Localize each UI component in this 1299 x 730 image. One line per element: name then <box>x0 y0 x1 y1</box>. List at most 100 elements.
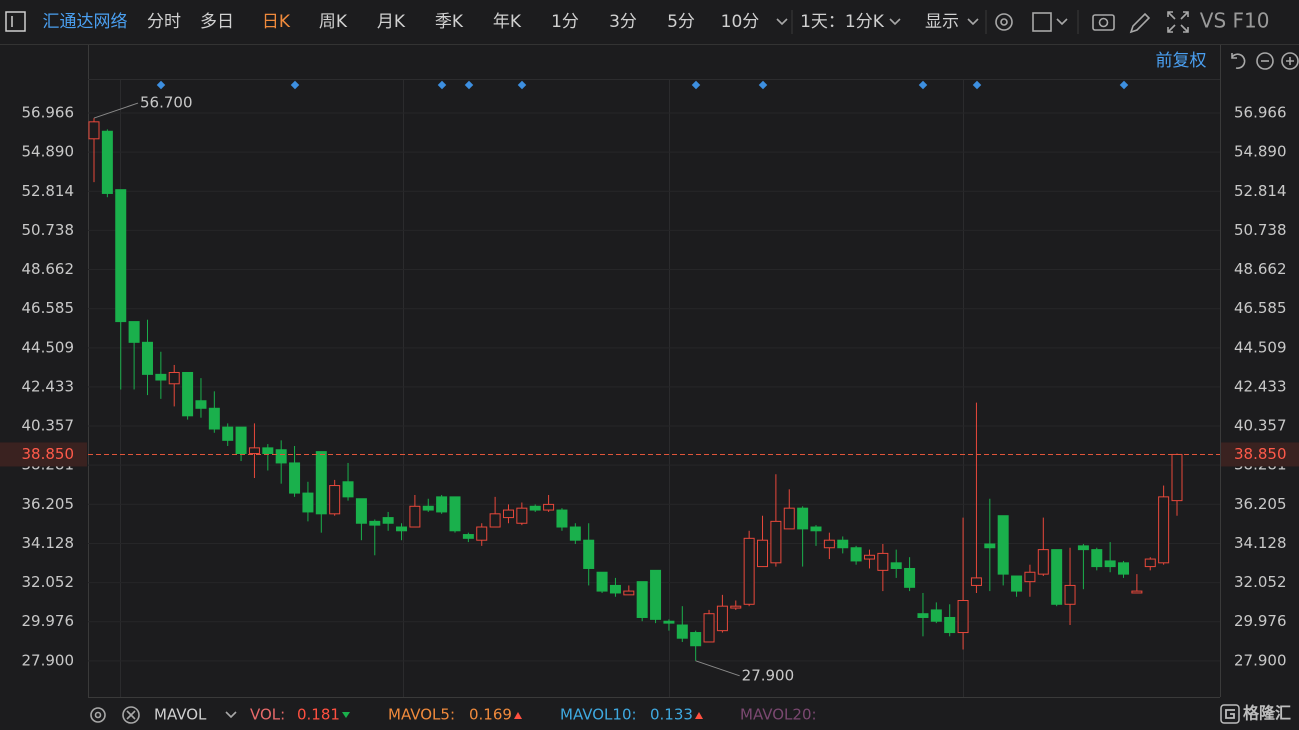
candle-body <box>141 341 153 375</box>
tab-active[interactable]: 日K <box>262 12 291 32</box>
zoom-in-icon[interactable] <box>1281 52 1299 70</box>
y-tick-label: 36.205 <box>22 495 75 513</box>
indicator-close-x <box>126 710 136 720</box>
candle-body <box>770 520 782 564</box>
y-tick-label-right: 40.357 <box>1234 417 1287 435</box>
candle-body <box>609 584 621 594</box>
candle-body <box>182 371 194 417</box>
event-marker[interactable] <box>437 80 447 90</box>
tab[interactable]: 5分 <box>667 12 695 32</box>
y-tick-label: 48.662 <box>22 260 75 278</box>
y-tick-label-right: 29.976 <box>1234 612 1287 630</box>
display-menu[interactable]: 显示 <box>925 12 959 32</box>
candle-body <box>422 505 434 511</box>
tabs-more-chevron[interactable] <box>776 18 788 26</box>
candle-body <box>743 537 755 605</box>
candle-body <box>248 447 260 455</box>
tab[interactable]: 10分 <box>721 12 760 32</box>
y-tick-label: 50.738 <box>22 221 75 239</box>
candle-body <box>583 539 595 569</box>
tab[interactable]: 3分 <box>609 12 637 32</box>
sidebar-toggle[interactable] <box>5 11 26 32</box>
candle-body <box>529 505 541 511</box>
indicator-settings-icon[interactable] <box>90 707 106 723</box>
candle-body <box>1118 562 1130 575</box>
candle-body <box>1091 549 1103 568</box>
event-marker[interactable] <box>290 80 300 90</box>
tab[interactable]: 1分 <box>551 12 579 32</box>
stock-name[interactable]: 汇通达网络 <box>43 12 128 32</box>
period-select[interactable]: 1天：1分K <box>800 12 885 32</box>
f10-button[interactable]: F10 <box>1233 9 1270 33</box>
adjust-select[interactable]: 前复权 <box>1156 51 1207 71</box>
candle-body <box>877 552 889 571</box>
annotation-leader <box>93 102 139 119</box>
fullscreen-icon[interactable] <box>1167 11 1189 33</box>
candle-body <box>1171 453 1183 502</box>
tab[interactable]: 季K <box>435 12 464 32</box>
candle-body <box>904 567 916 588</box>
event-marker[interactable] <box>464 80 474 90</box>
tab[interactable]: 周K <box>319 12 348 32</box>
candle-body <box>275 449 287 464</box>
candle-body <box>315 451 327 515</box>
candle-body <box>863 554 875 560</box>
plot: 56.966 56.966 54.890 54.890 52.814 52.814 50.7… <box>0 94 1299 684</box>
y-tick-label-right: 46.585 <box>1234 299 1287 317</box>
layout-icon[interactable] <box>1032 12 1052 32</box>
vs-button[interactable]: VS <box>1200 9 1226 33</box>
indicator-settings-core <box>94 711 102 719</box>
candle-body <box>409 505 421 528</box>
candle-body <box>396 526 408 532</box>
candle-body <box>757 539 769 568</box>
candle-body <box>462 534 474 539</box>
y-tick-label: 27.900 <box>22 651 75 669</box>
annotation-leader <box>695 660 740 677</box>
candle-body <box>289 462 301 494</box>
candle-body <box>1158 496 1170 564</box>
candle-body <box>997 515 1009 575</box>
logo-icon <box>1220 704 1240 724</box>
indicator-name[interactable]: MAVOL <box>154 706 207 724</box>
candle-body <box>302 492 314 513</box>
candle-body <box>810 526 822 532</box>
indicator-label: VOL: <box>250 706 285 724</box>
candle-body <box>128 321 140 343</box>
tab[interactable]: 月K <box>377 12 406 32</box>
candle-body <box>329 485 341 515</box>
tab[interactable]: 年K <box>493 12 522 32</box>
candle-body <box>155 373 167 381</box>
settings-icon[interactable] <box>995 13 1013 31</box>
tab[interactable]: 分时 <box>147 12 181 32</box>
indicator-value: 0.133 <box>650 706 693 724</box>
zoom-out-icon[interactable] <box>1256 52 1274 70</box>
draw-icon[interactable] <box>1129 12 1151 34</box>
y-tick-label: 46.585 <box>22 299 75 317</box>
candle-body <box>101 130 113 194</box>
display-chevron <box>967 18 979 26</box>
y-tick-label-right: 50.738 <box>1234 221 1287 239</box>
candle-body <box>1144 558 1156 568</box>
y-tick-label-right: 32.052 <box>1234 573 1287 591</box>
candle-body <box>1051 549 1063 605</box>
reset-icon[interactable] <box>1231 53 1246 69</box>
camera-lens <box>1098 17 1109 28</box>
zoom-in-plus <box>1286 57 1294 65</box>
y-tick-label: 56.966 <box>22 104 75 122</box>
event-marker[interactable] <box>156 80 166 90</box>
y-tick-label-right: 36.205 <box>1234 495 1287 513</box>
candle-body <box>650 569 662 620</box>
layout-chevron <box>1056 18 1068 26</box>
candle-body <box>690 632 702 647</box>
candle-body <box>516 507 528 524</box>
candle-body <box>262 447 274 455</box>
indicator-chevron[interactable] <box>225 711 237 719</box>
candle-body <box>837 539 849 549</box>
candle-body <box>1064 584 1076 605</box>
tab[interactable]: 多日 <box>200 12 234 32</box>
camera-icon[interactable] <box>1092 14 1115 31</box>
indicator-close-icon[interactable] <box>122 706 140 724</box>
candle-body <box>676 624 688 639</box>
logo-mark <box>1225 709 1235 719</box>
